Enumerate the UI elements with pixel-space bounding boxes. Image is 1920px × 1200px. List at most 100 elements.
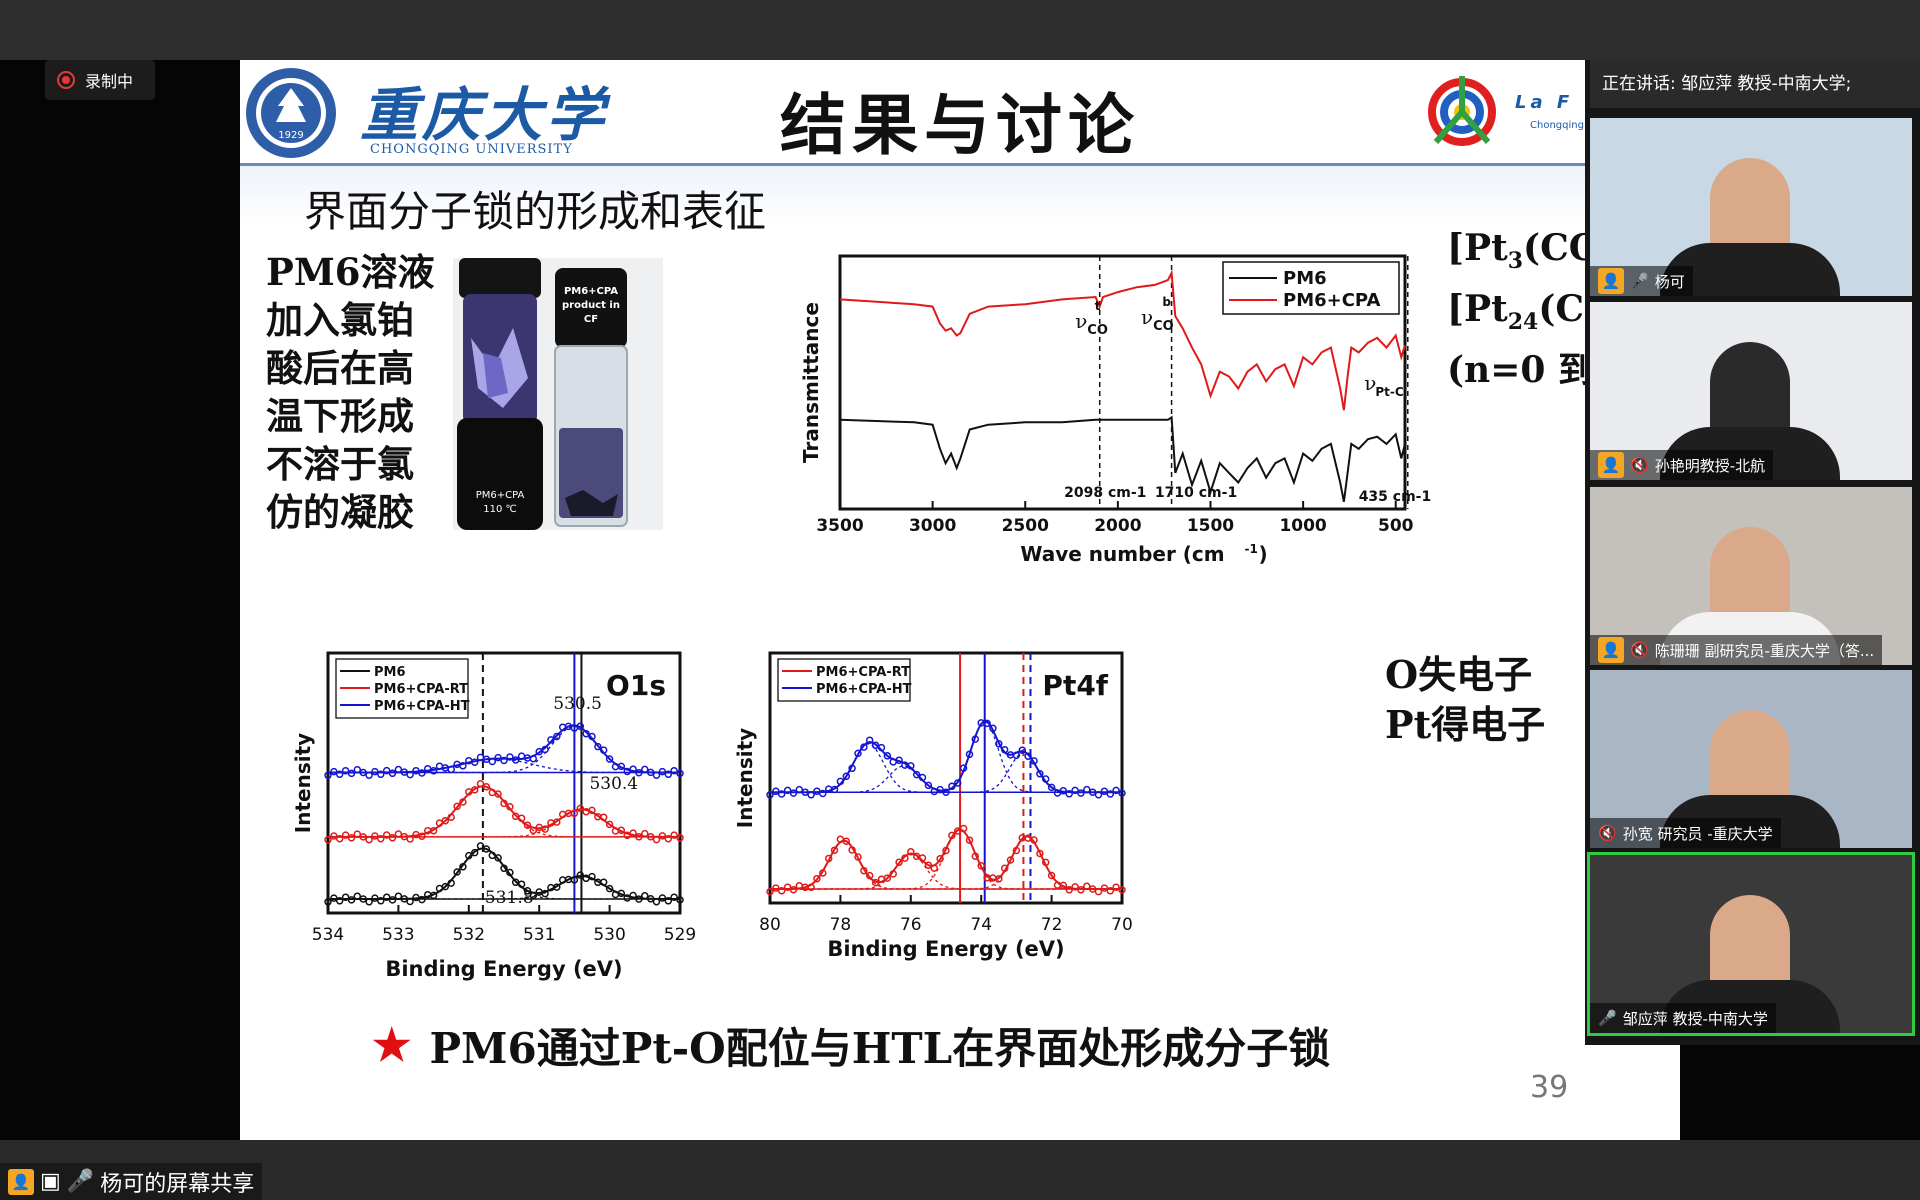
o1s-data-point-PM6+CPA-HT xyxy=(506,753,514,761)
pt4f-data-point-PM6+CPA-RT xyxy=(830,846,839,854)
o1s-data-point-PM6 xyxy=(623,894,631,902)
o1s-data-point-PM6+CPA-HT xyxy=(330,767,338,776)
ir-annotation: CO xyxy=(1153,319,1174,334)
top-bar xyxy=(0,0,1920,60)
o1s-data-point-PM6+CPA-RT xyxy=(447,813,455,821)
university-name-cn: 重庆大学 xyxy=(360,81,609,149)
participant-name-bar: 🎤 邹应萍 教授-中南大学 xyxy=(1590,1003,1776,1033)
o1s-data-point-PM6 xyxy=(517,880,526,888)
o1s-data-point-PM6+CPA-RT xyxy=(365,835,373,844)
pt4f-data-point-PM6+CPA-RT xyxy=(1094,887,1103,896)
o1s-data-point-PM6+CPA-RT xyxy=(388,834,397,842)
university-name-en: CHONGQING UNIVERSITY xyxy=(370,142,573,157)
left-line: 仿的凝胶 xyxy=(266,490,414,534)
o1s-fit-PM6 xyxy=(328,847,680,900)
pt4f-data-point-PM6+CPA-RT xyxy=(777,887,786,895)
left-line: PM6溶液 xyxy=(266,250,435,294)
mic-icon: 🎤 xyxy=(66,1169,95,1194)
o1s-data-point-PM6+CPA-RT xyxy=(359,833,367,841)
pt4f-data-point-PM6+CPA-HT xyxy=(1047,783,1056,792)
o1s-data-point-PM6 xyxy=(588,872,596,881)
o1s-data-point-PM6 xyxy=(359,895,367,903)
ir-annotation: ν xyxy=(1075,309,1087,333)
o1s-data-point-PM6+CPA-HT xyxy=(382,766,391,775)
seal-year: 1929 xyxy=(278,130,303,141)
screen-share-label[interactable]: 👤 ▣ 🎤 杨可的屏幕共享 xyxy=(0,1163,263,1200)
ir-y-axis-label: Transmittance xyxy=(799,302,823,463)
pt4f-data-point-PM6+CPA-HT xyxy=(1018,746,1027,754)
ir-x-tick-label: 500 xyxy=(1378,516,1414,536)
o1s-data-point-PM6+CPA-HT xyxy=(324,771,332,780)
o1s-y-axis-label: Intensity xyxy=(291,733,315,833)
pt4f-data-point-PM6+CPA-HT xyxy=(936,785,944,794)
o1s-data-point-PM6 xyxy=(388,896,397,904)
vial-photo: PM6+CPA 110 ℃ PM6+CPA product in CF xyxy=(453,258,663,530)
pt4f-legend-label: PM6+CPA-RT xyxy=(816,665,910,680)
pt4f-data-point-PM6+CPA-HT xyxy=(918,773,927,782)
o1s-data-point-PM6+CPA-HT xyxy=(582,729,590,738)
pt4f-data-point-PM6+CPA-RT xyxy=(1071,883,1079,891)
o1s-data-point-PM6+CPA-RT xyxy=(523,821,532,829)
o1s-data-point-PM6+CPA-RT xyxy=(641,829,649,838)
o1s-data-point-PM6+CPA-HT xyxy=(641,765,649,774)
o1s-data-point-PM6 xyxy=(658,894,667,902)
o1s-data-point-PM6+CPA-HT xyxy=(670,766,678,775)
mic-muted-icon: 🔇 xyxy=(1598,824,1617,842)
pt4f-data-point-PM6+CPA-HT xyxy=(1065,790,1073,798)
o1s-data-point-PM6+CPA-HT xyxy=(341,766,350,775)
pt4f-data-point-PM6+CPA-RT xyxy=(1030,836,1038,844)
pt4f-data-point-PM6+CPA-HT xyxy=(1041,775,1050,783)
o1s-data-point-PM6+CPA-RT xyxy=(371,832,379,840)
recording-label: 录制中 xyxy=(85,72,134,91)
o1s-data-point-PM6 xyxy=(335,897,344,905)
pt4f-data-point-PM6+CPA-RT xyxy=(789,885,798,894)
o1s-data-point-PM6+CPA-HT xyxy=(347,769,356,778)
ir-annotation: ν xyxy=(1364,371,1376,395)
pt4f-data-point-PM6+CPA-RT xyxy=(1112,883,1120,891)
o1s-data-point-PM6+CPA-RT xyxy=(335,834,344,843)
participant-name-bar: 👤 🔇 陈珊珊 副研究员-重庆大学（答... xyxy=(1590,635,1883,665)
o1s-data-point-PM6 xyxy=(529,891,538,900)
o1s-data-point-PM6+CPA-HT xyxy=(459,762,467,770)
participant-tile[interactable]: 👤 🎤 杨可 xyxy=(1590,118,1912,296)
ir-annotation: b xyxy=(1162,295,1171,309)
o1s-annotation: 530.4 xyxy=(589,774,638,794)
o1s-data-point-PM6+CPA-RT xyxy=(353,830,362,838)
o1s-data-point-PM6+CPA-RT xyxy=(664,834,673,843)
pt4f-data-point-PM6+CPA-HT xyxy=(1059,787,1068,795)
o1s-data-point-PM6 xyxy=(429,891,438,900)
pt4f-data-point-PM6+CPA-HT xyxy=(772,787,780,796)
lab-logo-icon xyxy=(1428,76,1496,146)
participant-tile[interactable]: 🎤 邹应萍 教授-中南大学 xyxy=(1587,852,1915,1036)
ir-series-line-PM6 xyxy=(839,415,1406,502)
recording-indicator[interactable]: 录制中 xyxy=(45,60,155,100)
participant-tile[interactable]: 🔇 孙宽 研究员 -重庆大学 xyxy=(1590,670,1912,848)
pt4f-data-point-PM6+CPA-RT xyxy=(936,854,944,863)
pt4f-data-point-PM6+CPA-HT xyxy=(1083,785,1091,794)
pt4f-data-point-PM6+CPA-HT xyxy=(789,789,798,797)
pt4f-data-point-PM6+CPA-HT xyxy=(795,785,804,794)
o1s-data-point-PM6+CPA-HT xyxy=(500,756,508,765)
o1s-data-point-PM6+CPA-HT xyxy=(594,742,602,751)
university-seal-icon: 1929 xyxy=(246,68,336,158)
o1s-data-point-PM6+CPA-RT xyxy=(617,826,626,835)
pt4f-data-point-PM6+CPA-HT xyxy=(912,770,921,779)
participant-tile[interactable]: 👤 🔇 孙艳明教授-北航 xyxy=(1590,302,1912,480)
ir-annotation: 1710 cm-1 xyxy=(1155,485,1237,501)
participant-name-bar: 👤 🔇 孙艳明教授-北航 xyxy=(1590,450,1774,480)
pt4f-data-point-PM6+CPA-HT xyxy=(953,779,962,787)
pt4f-data-point-PM6+CPA-RT xyxy=(865,871,874,880)
o1s-data-point-PM6+CPA-RT xyxy=(394,830,403,838)
o1s-data-point-PM6 xyxy=(646,895,655,903)
pt4f-component-PM6+CPA-RT xyxy=(770,853,1122,890)
ir-x-axis-paren: ) xyxy=(1259,542,1268,566)
participant-tile[interactable]: 👤 🔇 陈珊珊 副研究员-重庆大学（答... xyxy=(1590,487,1912,665)
pt4f-data-point-PM6+CPA-RT xyxy=(842,837,851,845)
pt4f-data-point-PM6+CPA-HT xyxy=(983,719,991,728)
ir-annotation: 2098 cm-1 xyxy=(1064,485,1146,501)
pt4f-data-point-PM6+CPA-RT xyxy=(1047,871,1056,880)
o1s-data-point-PM6+CPA-RT xyxy=(382,831,391,839)
electron-transfer-note: O失电子 Pt得电子 xyxy=(1385,650,1545,750)
o1s-data-point-PM6+CPA-HT xyxy=(447,765,455,774)
o1s-data-point-PM6 xyxy=(341,893,350,901)
